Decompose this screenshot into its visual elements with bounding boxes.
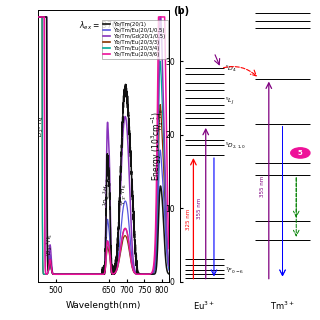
Text: 5: 5: [298, 150, 303, 156]
Text: $^7F_{0-6}$: $^7F_{0-6}$: [225, 266, 244, 276]
Text: $^5D_4$: $^5D_4$: [225, 63, 237, 74]
Y-axis label: Energy (10$^3$cm$^{-1}$): Energy (10$^3$cm$^{-1}$): [149, 111, 164, 180]
Text: 355 nm: 355 nm: [197, 197, 202, 219]
Text: Eu$^{3+}$: Eu$^{3+}$: [193, 300, 215, 312]
Text: Tm$^{3+}$: Tm$^{3+}$: [270, 300, 295, 312]
Text: $^3H_4$-$^3H_6$: $^3H_4$-$^3H_6$: [156, 108, 166, 132]
Text: $^5L_J$: $^5L_J$: [225, 96, 235, 107]
Text: $^3F_3$-$^3H_6$: $^3F_3$-$^3H_6$: [119, 183, 129, 206]
Text: (b): (b): [173, 6, 189, 16]
Legend: Yb/Tm(20/1), Yb/Tm/Eu(20/1/0.5), Yb/Tm/Gd(20/1/0.5), Yb/Tm/Eu(20/3/3), Yb/Tm/Eu(: Yb/Tm(20/1), Yb/Tm/Eu(20/1/0.5), Yb/Tm/G…: [102, 20, 168, 59]
Text: 325 nm: 325 nm: [186, 209, 191, 230]
Text: $\lambda_{ex}$ = 976 nm: $\lambda_{ex}$ = 976 nm: [79, 20, 132, 32]
Text: $^5D_{2,1,0}$: $^5D_{2,1,0}$: [225, 141, 246, 150]
X-axis label: Wavelength(nm): Wavelength(nm): [66, 301, 141, 310]
Text: $^1D_2$-$^3H_4$: $^1D_2$-$^3H_4$: [36, 116, 46, 140]
Circle shape: [291, 148, 310, 158]
Text: $^1D_2$-$^3H_5$: $^1D_2$-$^3H_5$: [45, 233, 55, 257]
Text: $^1D_2$-$^3H_4$: $^1D_2$-$^3H_4$: [101, 182, 112, 206]
Text: 355 nm: 355 nm: [260, 175, 265, 197]
